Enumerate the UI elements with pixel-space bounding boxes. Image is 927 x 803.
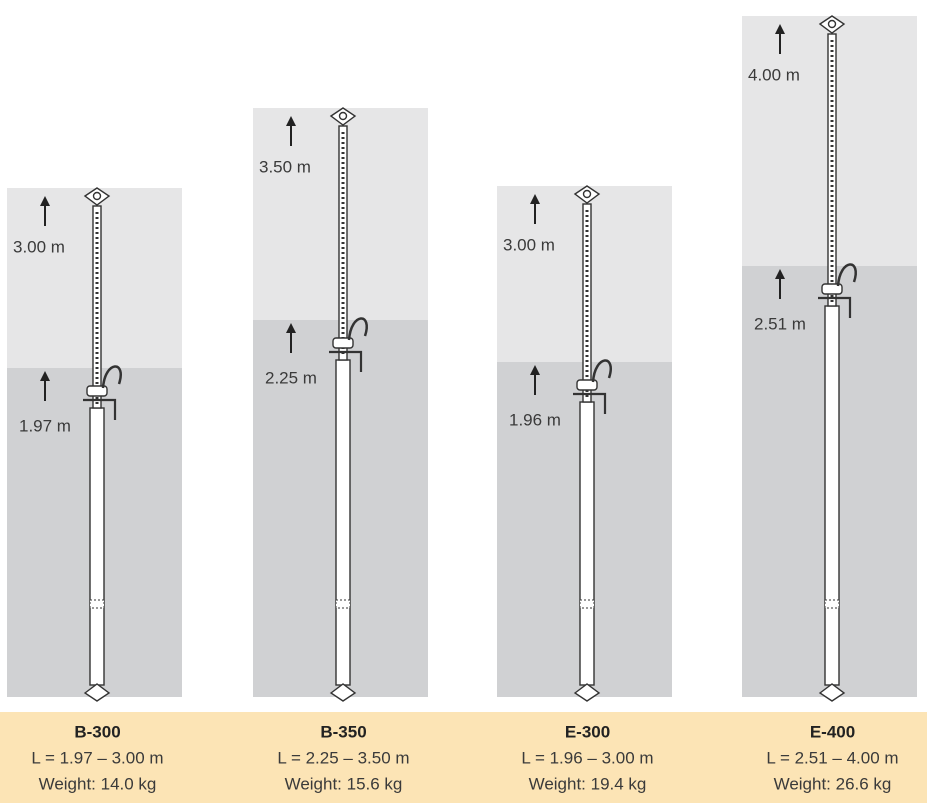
top-plate: [573, 185, 601, 204]
arrow-head: [286, 116, 296, 126]
min-height-label: 2.51 m: [754, 314, 806, 333]
pin: [83, 398, 117, 420]
collar: [576, 379, 598, 391]
plate-hole: [338, 111, 348, 121]
base-plate: [83, 683, 111, 702]
top-plate: [818, 15, 846, 34]
collar: [821, 283, 843, 295]
plate-hole: [92, 191, 102, 201]
inner-tube: [582, 203, 592, 403]
prop-range: L = 1.97 – 3.00 m: [31, 748, 163, 767]
min-height-label: 1.96 m: [509, 410, 561, 429]
prop-weight: Weight: 19.4 kg: [529, 774, 647, 793]
base-plate: [818, 683, 846, 702]
arrow-head: [775, 24, 785, 34]
base-plate: [329, 683, 357, 702]
prop-weight: Weight: 14.0 kg: [39, 774, 157, 793]
min-height-label: 2.25 m: [265, 368, 317, 387]
outer-tube: [89, 407, 105, 686]
pin: [573, 392, 607, 414]
prop-range: L = 1.96 – 3.00 m: [521, 748, 653, 767]
pin-holes: [335, 599, 351, 609]
top-plate: [83, 187, 111, 206]
outer-tube: [579, 401, 595, 686]
outer-tube: [824, 305, 840, 686]
max-height-label: 3.50 m: [259, 157, 311, 176]
pin: [818, 296, 852, 318]
handle: [591, 359, 612, 383]
prop-range: L = 2.25 – 3.50 m: [277, 748, 409, 767]
handle: [101, 365, 122, 389]
pin-holes: [89, 599, 105, 609]
info-band: [0, 712, 927, 803]
prop-name: B-350: [320, 722, 366, 741]
arrow-head: [40, 371, 50, 381]
arrow-head: [775, 269, 785, 279]
prop-name: E-400: [810, 722, 855, 741]
prop-name: B-300: [74, 722, 120, 741]
prop-range: L = 2.51 – 4.00 m: [766, 748, 898, 767]
pin-holes: [579, 599, 595, 609]
plate-hole: [827, 19, 837, 29]
pin: [329, 350, 363, 372]
prop-name: E-300: [565, 722, 610, 741]
arrow-head: [286, 323, 296, 333]
arrow-head: [530, 194, 540, 204]
handle: [836, 263, 857, 287]
collar: [86, 385, 108, 397]
collar: [332, 337, 354, 349]
base-plate: [573, 683, 601, 702]
max-height-label: 3.00 m: [503, 235, 555, 254]
handle: [347, 317, 368, 341]
pin-holes: [824, 599, 840, 609]
max-height-label: 3.00 m: [13, 237, 65, 256]
prop-weight: Weight: 26.6 kg: [774, 774, 892, 793]
arrow-head: [40, 196, 50, 206]
min-height-label: 1.97 m: [19, 416, 71, 435]
prop-weight: Weight: 15.6 kg: [285, 774, 403, 793]
outer-tube: [335, 359, 351, 686]
max-height-label: 4.00 m: [748, 65, 800, 84]
plate-hole: [582, 189, 592, 199]
top-plate: [329, 107, 357, 126]
arrow-head: [530, 365, 540, 375]
